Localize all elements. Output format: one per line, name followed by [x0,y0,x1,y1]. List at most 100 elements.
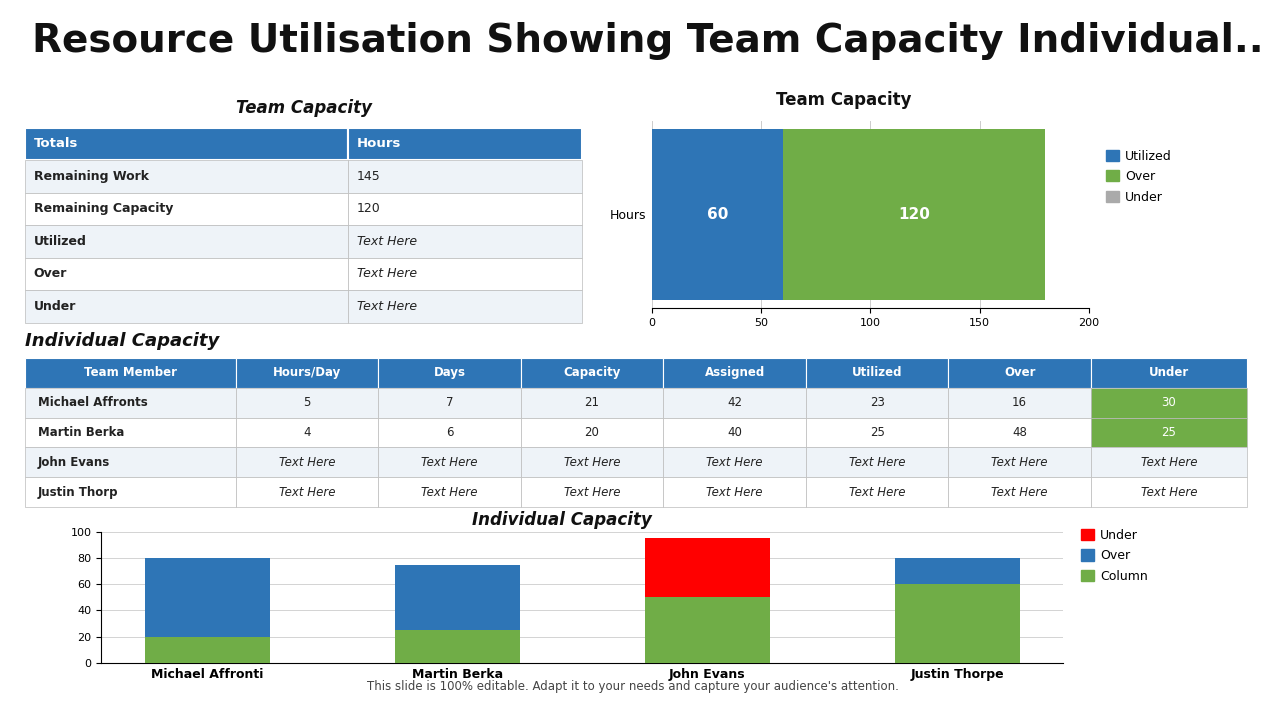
FancyBboxPatch shape [25,358,235,388]
Text: Under: Under [34,300,76,313]
FancyBboxPatch shape [25,477,235,507]
FancyBboxPatch shape [948,447,1091,477]
FancyBboxPatch shape [25,193,348,225]
Text: 145: 145 [357,170,381,183]
Text: 6: 6 [446,426,453,439]
FancyBboxPatch shape [520,447,663,477]
FancyBboxPatch shape [948,477,1091,507]
Bar [652,129,782,300]
FancyBboxPatch shape [379,418,520,447]
Text: Text Here: Text Here [422,456,477,469]
FancyBboxPatch shape [948,418,1091,447]
Text: 60: 60 [706,207,728,222]
Text: Over: Over [34,267,67,280]
Text: Justin Thorp: Justin Thorp [38,486,118,498]
Text: Text Here: Text Here [991,456,1048,469]
Text: Martin Berka: Martin Berka [38,426,124,439]
Text: Utilized: Utilized [852,367,903,379]
FancyBboxPatch shape [25,418,235,447]
Text: Capacity: Capacity [563,367,620,379]
FancyBboxPatch shape [806,388,948,418]
Text: Text Here: Text Here [849,486,905,498]
FancyBboxPatch shape [520,477,663,507]
FancyBboxPatch shape [948,388,1091,418]
Text: Text Here: Text Here [563,456,620,469]
FancyBboxPatch shape [1091,447,1247,477]
Text: Totals: Totals [34,138,78,150]
Text: Hours/Day: Hours/Day [273,367,341,379]
Text: Text Here: Text Here [279,456,335,469]
FancyBboxPatch shape [948,358,1091,388]
Text: 16: 16 [1012,396,1027,409]
Legend: Utilized, Over, Under: Utilized, Over, Under [1101,145,1177,208]
FancyBboxPatch shape [663,477,806,507]
FancyBboxPatch shape [520,418,663,447]
FancyBboxPatch shape [348,257,582,290]
Text: 25: 25 [1161,426,1176,439]
Text: 30: 30 [1162,396,1176,409]
Text: 20: 20 [585,426,600,439]
FancyBboxPatch shape [25,388,235,418]
Text: Text Here: Text Here [849,456,905,469]
FancyBboxPatch shape [235,358,379,388]
Text: Text Here: Text Here [706,486,763,498]
Text: Days: Days [433,367,466,379]
Text: Text Here: Text Here [357,267,417,280]
Text: Text Here: Text Here [1141,456,1198,469]
Text: 4: 4 [304,426,310,439]
Text: Text Here: Text Here [357,235,417,248]
Text: Team Capacity: Team Capacity [235,99,372,117]
Text: Remaining Work: Remaining Work [34,170,148,183]
FancyBboxPatch shape [806,477,948,507]
FancyBboxPatch shape [1091,388,1247,418]
Text: Text Here: Text Here [706,456,763,469]
FancyBboxPatch shape [348,193,582,225]
Text: Text Here: Text Here [991,486,1048,498]
FancyBboxPatch shape [1091,358,1247,388]
FancyBboxPatch shape [348,290,582,323]
Text: Text Here: Text Here [422,486,477,498]
FancyBboxPatch shape [235,477,379,507]
Text: 120: 120 [357,202,381,216]
Text: Team Member: Team Member [84,367,177,379]
Legend: Under, Over, Column: Under, Over, Column [1076,524,1152,588]
Text: Resource Utilisation Showing Team Capacity Individual...: Resource Utilisation Showing Team Capaci… [32,22,1266,60]
FancyBboxPatch shape [25,128,348,160]
Text: 40: 40 [727,426,742,439]
Bar [395,564,520,630]
FancyBboxPatch shape [25,225,348,257]
FancyBboxPatch shape [379,477,520,507]
Text: Remaining Capacity: Remaining Capacity [34,202,173,216]
Text: Individual Capacity: Individual Capacity [472,510,652,529]
Text: Text Here: Text Here [279,486,335,498]
Text: Utilized: Utilized [34,235,86,248]
Text: Over: Over [1004,367,1036,379]
Text: 7: 7 [446,396,453,409]
FancyBboxPatch shape [25,160,348,193]
Text: 42: 42 [727,396,742,409]
Bar [146,637,270,663]
Bar [644,538,770,597]
Text: Text Here: Text Here [563,486,620,498]
FancyBboxPatch shape [25,257,348,290]
Text: 5: 5 [304,396,310,409]
FancyBboxPatch shape [806,447,948,477]
Bar [146,558,270,637]
Text: 48: 48 [1013,426,1027,439]
FancyBboxPatch shape [25,447,235,477]
Text: Michael Affronts: Michael Affronts [38,396,147,409]
Text: Hours: Hours [357,138,401,150]
Text: Text Here: Text Here [357,300,417,313]
FancyBboxPatch shape [379,447,520,477]
Text: 25: 25 [870,426,885,439]
Text: This slide is 100% editable. Adapt it to your needs and capture your audience's : This slide is 100% editable. Adapt it to… [367,680,899,693]
FancyBboxPatch shape [379,388,520,418]
Text: 120: 120 [898,207,931,222]
FancyBboxPatch shape [520,388,663,418]
FancyBboxPatch shape [520,358,663,388]
FancyBboxPatch shape [663,358,806,388]
Bar [395,630,520,663]
FancyBboxPatch shape [1091,418,1247,447]
Text: Under: Under [1148,367,1189,379]
Bar [644,597,770,663]
